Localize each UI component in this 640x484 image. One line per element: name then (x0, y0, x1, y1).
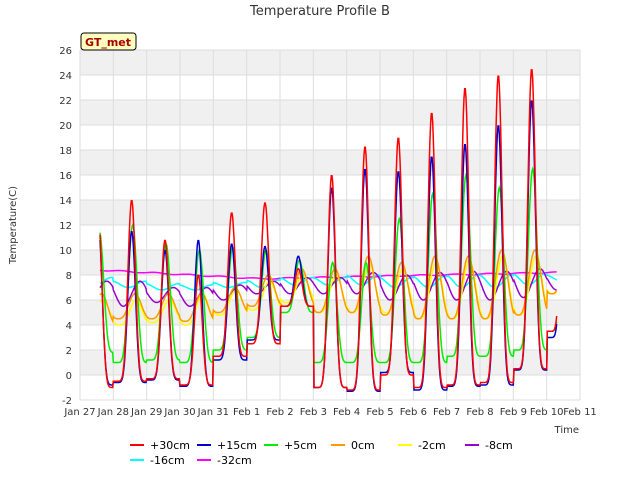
legend-label: -8cm (485, 439, 513, 452)
y-tick-label: 20 (59, 121, 72, 132)
y-tick-label: 12 (59, 221, 72, 232)
y-tick-label: 4 (66, 321, 72, 332)
x-tick-label: Feb 2 (266, 407, 293, 418)
x-tick-label: Feb 9 (500, 407, 527, 418)
band (80, 75, 580, 100)
x-tick-label: Jan 28 (97, 407, 129, 418)
x-tick-label: Feb 1 (233, 407, 260, 418)
legend-label: -2cm (418, 439, 446, 452)
legend-label: +5cm (284, 439, 317, 452)
legend-label: +30cm (150, 439, 190, 452)
series-line-minus16cm (99, 273, 558, 291)
band (80, 125, 580, 150)
legend-label: -16cm (150, 454, 185, 467)
x-tick-label: Feb 8 (466, 407, 493, 418)
band (80, 100, 580, 125)
x-tick-label: Feb 6 (400, 407, 427, 418)
y-axis-label: Temperature(C) (8, 186, 19, 265)
series-line-0cm (99, 249, 558, 324)
band (80, 325, 580, 350)
x-axis-ticks: Jan 27 Jan 28 Jan 29 Jan 30 Jan 31 Feb 1 Feb 2… (63, 407, 596, 418)
y-tick-label: 2 (66, 346, 72, 357)
y-tick-label: 22 (59, 96, 72, 107)
band (80, 225, 580, 250)
y-tick-label: 6 (66, 296, 72, 307)
x-tick-label: Jan 27 (63, 407, 95, 418)
y-tick-label: 24 (59, 71, 72, 82)
x-tick-label: Jan 29 (130, 407, 162, 418)
x-tick-label: Feb 3 (300, 407, 327, 418)
y-tick-label: 0 (66, 371, 72, 382)
legend-label: +15cm (217, 439, 257, 452)
y-tick-label: 16 (59, 171, 72, 182)
y-tick-label: 26 (59, 46, 72, 57)
band (80, 150, 580, 175)
band (80, 350, 580, 375)
x-axis-label: Time (554, 425, 579, 436)
legend: +30cm +15cm +5cm 0cm -2cm -8cm -16cm -32cm (130, 439, 513, 467)
band (80, 50, 580, 75)
legend-label: -32cm (217, 454, 252, 467)
x-tick-label: Jan 31 (197, 407, 229, 418)
y-tick-label: 10 (59, 246, 72, 257)
annotation-text: GT_met (85, 36, 131, 49)
series-line-plus30cm (99, 69, 558, 391)
series-line-plus5cm (99, 166, 558, 364)
band (80, 375, 580, 400)
x-tick-label: Feb 10 (530, 407, 564, 418)
chart-title: Temperature Profile B (249, 4, 390, 19)
y-tick-label: 18 (59, 146, 72, 157)
x-tick-label: Feb 5 (366, 407, 393, 418)
legend-label: 0cm (351, 439, 375, 452)
y-tick-label: 14 (59, 196, 72, 207)
annotation-box: GT_met (80, 32, 137, 51)
y-tick-label: -2 (62, 396, 72, 407)
x-tick-label: Feb 7 (433, 407, 460, 418)
x-tick-label: Feb 4 (333, 407, 360, 418)
x-tick-label: Jan 30 (163, 407, 195, 418)
series-lines (99, 69, 558, 392)
y-tick-label: 8 (66, 271, 72, 282)
x-tick-label: Feb 11 (563, 407, 597, 418)
band (80, 300, 580, 325)
